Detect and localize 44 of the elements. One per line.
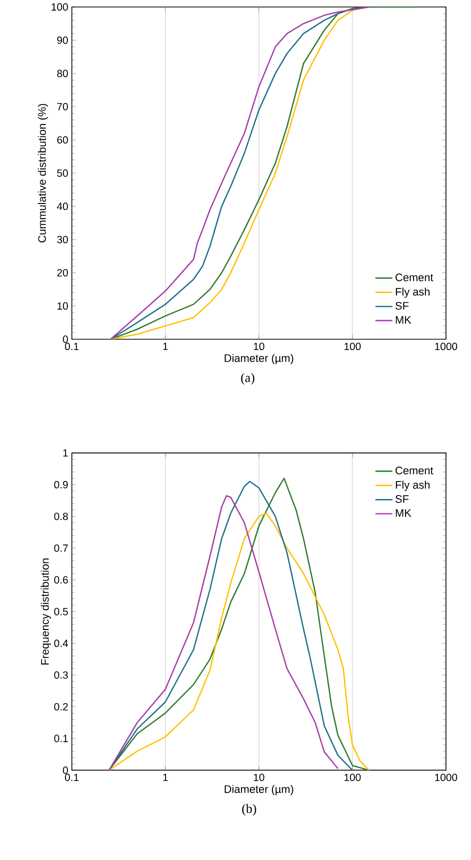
x-tick-label: 1 xyxy=(163,342,168,350)
y-tick-label: 0 xyxy=(62,766,68,774)
y-tick-label: 0.1 xyxy=(54,734,68,742)
legend-label: Cement xyxy=(396,274,434,282)
y-tick-label: 0.9 xyxy=(54,480,68,488)
y-axis-title: Frequency distribution xyxy=(40,558,51,664)
x-tick-label: 10 xyxy=(254,342,264,350)
y-tick-label: 0.3 xyxy=(54,671,68,679)
y-tick-label: 50 xyxy=(57,169,68,177)
y-tick-label: 0.2 xyxy=(54,703,68,710)
y-tick-label: 80 xyxy=(57,70,68,78)
legend-label: SF xyxy=(396,495,409,503)
y-axis-title: Cummulative distribution (%) xyxy=(38,104,48,242)
y-tick-label: 0.5 xyxy=(54,608,68,616)
x-tick-label: 1 xyxy=(163,774,168,781)
y-tick-label: 10 xyxy=(58,302,68,310)
y-tick-label: 70 xyxy=(57,102,68,110)
x-tick-label: 100 xyxy=(344,774,361,782)
y-tick-label: 60 xyxy=(57,136,68,144)
y-tick-label: 40 xyxy=(56,202,68,210)
legend-label: MK xyxy=(396,316,412,324)
text: (a) xyxy=(241,372,254,385)
x-tick-label: 1000 xyxy=(435,774,458,782)
legend-label: SF xyxy=(396,302,409,310)
legend-label: MK xyxy=(396,509,412,517)
legend-label: Fly ash xyxy=(396,288,430,298)
y-tick-label: 30 xyxy=(57,236,68,244)
y-tick-label: 0 xyxy=(62,336,68,343)
x-tick-label: 1000 xyxy=(435,342,458,350)
y-tick-label: 0.4 xyxy=(54,640,68,648)
y-tick-label: 0.8 xyxy=(54,512,68,520)
x-tick-label: 100 xyxy=(344,342,361,350)
y-tick-label: 1 xyxy=(63,449,68,457)
y-tick-label: 20 xyxy=(57,269,68,276)
legend-label: Cement xyxy=(396,466,434,474)
legend-label: Fly ash xyxy=(396,480,430,491)
y-tick-label: 90 xyxy=(57,36,68,44)
y-tick-label: 0.6 xyxy=(54,576,68,584)
y-tick-label: 0.7 xyxy=(54,544,68,552)
text: (b) xyxy=(242,804,256,816)
x-axis-title: Diameter (µm) xyxy=(224,784,294,796)
x-axis-title: Diameter (µm) xyxy=(224,354,294,364)
x-tick-label: 10 xyxy=(254,774,264,782)
y-tick-label: 100 xyxy=(52,3,68,11)
